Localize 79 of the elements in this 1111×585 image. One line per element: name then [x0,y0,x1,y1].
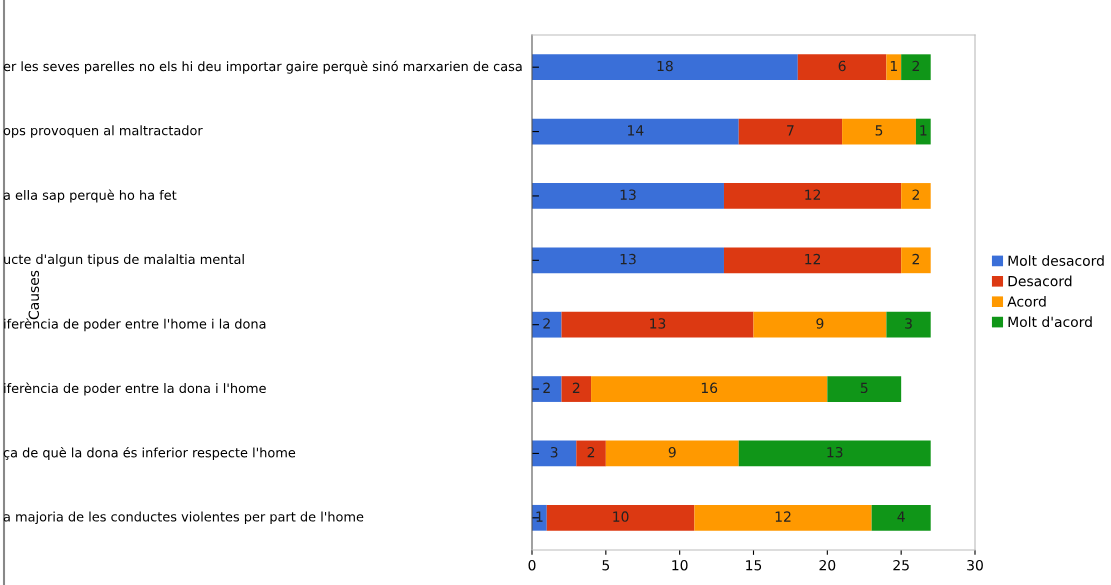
y-tick-label: ça de què la dona és inferior respecte l'home [3,446,296,460]
bar [532,118,739,145]
legend-label: Desacord [1008,275,1072,287]
y-tick-label: iferència de poder entre la dona i l'home [4,382,266,396]
bar [753,311,887,338]
bar [797,54,887,81]
legend-label: Acord [1007,295,1046,307]
x-tick-label: 5 [602,560,610,571]
bar [532,247,724,274]
bar [738,440,931,467]
bar [532,54,798,81]
y-tick-label: iferència de poder entre l'home i la dona [4,318,266,332]
data-label: 2 [912,189,919,200]
bar [591,376,828,402]
data-label: 6 [838,60,846,72]
bar [605,440,739,467]
y-tick-label: er les seves parelles no els hi deu importar gaire perquè sinó marxarien de casa [3,60,522,74]
data-label: 2 [543,382,550,393]
data-label: 12 [805,189,821,200]
data-label: 2 [912,253,919,265]
data-label: 13 [620,253,636,265]
legend-label: Molt d'acord [1008,316,1092,328]
x-tick-label: 30 [967,559,983,571]
bar [842,118,916,145]
bar [871,504,931,531]
y-axis-title: Causes [28,270,40,320]
y-tick-label: a majoria de les conductes violentes per part de l'home [3,511,364,525]
bar [915,118,931,145]
data-label: 13 [620,189,636,200]
x-tick-label: 0 [528,559,536,571]
data-label: 18 [657,60,673,72]
data-label: 14 [628,125,644,136]
data-label: 5 [875,125,883,136]
y-tick-label: ops provoquen al maltractador [3,125,203,138]
data-label: 1 [890,60,897,72]
x-tick-label: 15 [746,560,762,571]
data-label: 7 [787,125,794,136]
bar [532,440,577,467]
legend-label: Molt desacord [1008,255,1104,266]
bar [532,376,562,402]
bar [561,376,592,402]
bar [532,311,562,338]
data-label: 1 [920,125,927,136]
data-label: 9 [668,446,676,458]
data-label: 4 [897,511,905,522]
data-label: 10 [613,511,629,522]
data-label: 2 [587,446,595,458]
bar [886,311,931,338]
data-label: 2 [543,318,550,329]
data-label: 5 [860,382,868,394]
data-label: 2 [912,60,919,72]
x-tick-label: 10 [672,559,688,571]
bar [901,54,931,81]
data-label: 1 [536,511,543,522]
data-label: 12 [775,511,791,522]
data-label: 9 [816,318,824,329]
y-tick-label: a ella sap perquè ho ha fet [3,189,177,203]
bar [901,247,931,274]
bar [532,183,724,209]
data-label: 13 [650,318,666,329]
data-label: 2 [572,382,580,393]
data-label: 13 [827,446,843,458]
bar [561,311,754,338]
bar [546,504,695,531]
data-label: 16 [701,382,718,394]
bar [827,376,902,402]
data-label: 12 [805,253,821,265]
data-label: 3 [550,446,558,458]
bar [576,440,606,467]
bar [694,504,872,531]
data-label: 3 [905,318,912,329]
bar [723,247,902,274]
x-tick-label: 20 [819,559,836,571]
bar [738,118,843,145]
bar [886,54,902,81]
bar [723,183,902,209]
y-tick-label: ucte d'algun tipus de malaltia mental [4,254,244,267]
bar [901,183,931,209]
x-tick-label: 25 [893,559,909,571]
